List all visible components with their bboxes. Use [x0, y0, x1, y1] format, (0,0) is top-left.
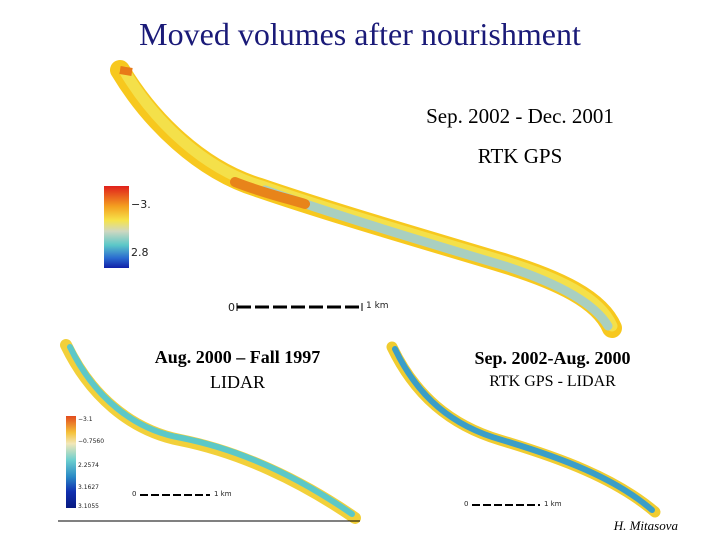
top-method-label: RTK GPS [477, 144, 563, 168]
bottom-right-shoreline-map [386, 341, 661, 518]
bl-legend-tick-2: 2.2574 [78, 462, 99, 469]
bl-legend-tick-4: 3.1055 [78, 503, 99, 510]
top-scale-end: 1 km [366, 301, 389, 311]
bl-scale-start: 0 [132, 490, 137, 498]
bl-legend-tick-1: −0.7560 [78, 438, 105, 445]
bottom-right-method-label: RTK GPS - LIDAR [489, 373, 616, 390]
br-scale-start: 0 [464, 500, 469, 508]
top-legend-tick-low: 2.8 [131, 246, 149, 259]
top-scale-start: 0 [228, 301, 235, 314]
bl-legend-tick-3: 3.1627 [78, 484, 99, 491]
bottom-left-color-legend [66, 416, 76, 508]
top-shoreline-map [110, 60, 622, 338]
author-credit: H. Mitasova [613, 518, 678, 533]
bl-scale-end: 1 km [214, 490, 232, 498]
bottom-left-shoreline-map [58, 339, 361, 524]
top-scale-bar [236, 303, 363, 311]
top-color-legend [104, 186, 129, 268]
br-scale-end: 1 km [544, 500, 562, 508]
top-period-label: Sep. 2002 - Dec. 2001 [426, 104, 614, 128]
bl-legend-tick-0: −3.1 [78, 416, 93, 423]
slide-title: Moved volumes after nourishment [139, 16, 581, 52]
bottom-left-period-label: Aug. 2000 – Fall 1997 [154, 347, 321, 367]
bottom-right-period-label: Sep. 2002-Aug. 2000 [474, 348, 631, 368]
bottom-left-method-label: LIDAR [210, 372, 265, 392]
top-legend-tick-high: −3. [131, 198, 151, 211]
